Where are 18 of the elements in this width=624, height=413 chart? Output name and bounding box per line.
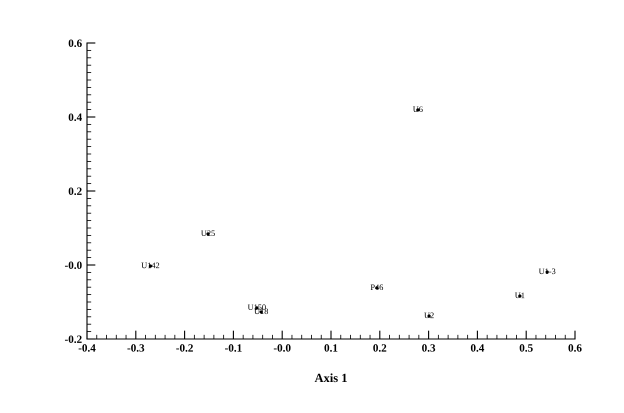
x-tick-label: 0.6 xyxy=(568,344,582,352)
y-tick-label: -0.0 xyxy=(64,261,82,270)
y-tick-label: 0.6 xyxy=(68,39,82,48)
x-tick-label: -0.1 xyxy=(225,344,242,352)
data-label: U142 xyxy=(141,262,160,268)
x-tick-label: -0.3 xyxy=(127,344,144,352)
x-tick-label: 0.3 xyxy=(422,344,436,352)
x-tick-label: -0.4 xyxy=(78,344,96,352)
x-tick-label: -0.2 xyxy=(176,344,193,352)
x-tick-label: 0.4 xyxy=(470,344,484,352)
x-tick-label: 0.1 xyxy=(324,344,338,352)
x-tick-label: -0.0 xyxy=(274,344,291,352)
y-tick-label: -0.2 xyxy=(64,335,82,344)
y-tick-label: 0.4 xyxy=(68,113,82,122)
x-tick-label: 0.2 xyxy=(373,344,386,352)
x-axis-title: Axis 1 xyxy=(314,373,347,382)
x-tick-label: 0.5 xyxy=(520,344,533,352)
y-tick-label: 0.2 xyxy=(68,187,82,196)
